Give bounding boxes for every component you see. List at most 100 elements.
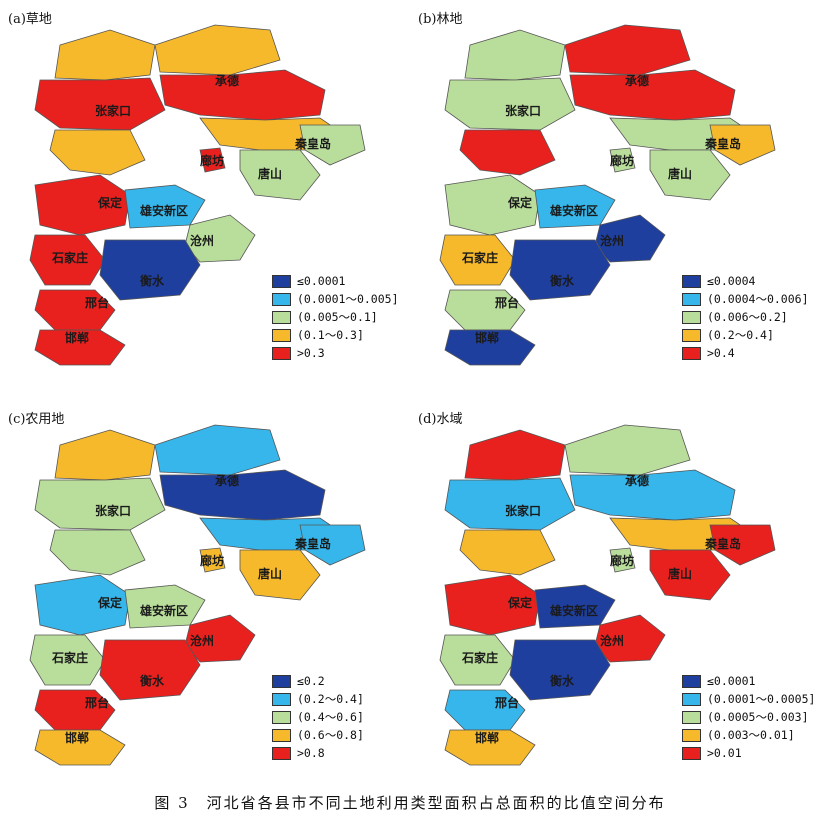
city-label: 秦皇岛 xyxy=(294,536,331,551)
legend-label: ≤0.0001 xyxy=(297,274,346,288)
panel-farmland: (c)农用地 张家口 承德 廊坊 唐山 秦皇岛 保定 雄安新区 沧州 石家庄 衡水 邢台 邯郸 ≤0.… xyxy=(0,400,410,795)
region-qhd xyxy=(299,124,366,166)
legend-item: (0.003～0.01] xyxy=(682,726,815,744)
panel-title: (a)草地 xyxy=(8,12,52,27)
legend-swatch xyxy=(272,346,291,360)
legend-label: ≤0.0004 xyxy=(707,274,756,288)
region-bd xyxy=(444,174,541,236)
region-sjz xyxy=(439,634,516,686)
city-label: 秦皇岛 xyxy=(704,136,741,151)
city-label: 沧州 xyxy=(600,233,624,248)
region-cd-m xyxy=(569,69,736,121)
city-label: 邯郸 xyxy=(475,330,499,345)
legend-item: (0.006～0.2] xyxy=(682,308,809,326)
legend-swatch xyxy=(272,710,291,724)
region-shapes xyxy=(439,424,776,766)
city-label: 邯郸 xyxy=(65,330,89,345)
legend-swatch xyxy=(272,328,291,342)
region-zjk-s xyxy=(49,129,146,176)
legend-swatch xyxy=(682,728,701,742)
region-zjk-s xyxy=(49,529,146,576)
city-label: 承德 xyxy=(625,73,649,88)
city-label: 张家口 xyxy=(95,503,131,518)
legend-label: ≤0.2 xyxy=(297,674,325,688)
legend-swatch xyxy=(272,746,291,760)
city-label: 唐山 xyxy=(668,166,692,181)
city-label: 秦皇岛 xyxy=(294,136,331,151)
panel-water: (d)水域 张家口 承德 廊坊 唐山 秦皇岛 保定 雄安新区 沧州 石家庄 衡水 邢台 邯郸 ≤0.0… xyxy=(410,400,820,795)
city-label: 廊坊 xyxy=(610,153,634,168)
panel-title: (d)水域 xyxy=(418,412,463,427)
city-label: 承德 xyxy=(215,473,239,488)
city-label: 邢台 xyxy=(85,295,109,310)
legend-swatch xyxy=(682,292,701,306)
region-ts xyxy=(239,149,321,201)
legend-swatch xyxy=(272,274,291,288)
region-zjk-s xyxy=(459,529,556,576)
city-label: 秦皇岛 xyxy=(704,536,741,551)
legend-label: >0.3 xyxy=(297,346,325,360)
city-label: 张家口 xyxy=(505,503,541,518)
city-label: 沧州 xyxy=(190,233,214,248)
city-label: 衡水 xyxy=(140,273,165,288)
legend: ≤0.0004 (0.0004～0.006] (0.006～0.2] (0.2～… xyxy=(682,272,809,362)
region-shapes xyxy=(29,424,366,766)
region-xa xyxy=(534,184,616,229)
region-sjz xyxy=(29,234,106,286)
city-label: 沧州 xyxy=(600,633,624,648)
city-label: 廊坊 xyxy=(200,153,224,168)
region-cd-n xyxy=(154,424,281,476)
legend-swatch xyxy=(682,328,701,342)
city-label: 廊坊 xyxy=(610,553,634,568)
region-hs xyxy=(509,639,611,701)
city-label: 衡水 xyxy=(550,273,575,288)
legend-label: (0.2～0.4] xyxy=(707,328,774,342)
region-bd xyxy=(444,574,541,636)
legend-item: ≤0.0001 xyxy=(682,672,815,690)
legend-swatch xyxy=(272,692,291,706)
legend-item: (0.0005～0.003] xyxy=(682,708,815,726)
region-shapes xyxy=(29,24,366,366)
region-qhd xyxy=(709,124,776,166)
region-xa xyxy=(124,184,206,229)
region-zjk-n xyxy=(54,29,156,81)
region-hs xyxy=(509,239,611,301)
city-label: 雄安新区 xyxy=(549,603,598,618)
legend-item: (0.1～0.3] xyxy=(272,326,399,344)
legend-item: (0.0001～0.005] xyxy=(272,290,399,308)
legend-item: ≤0.0001 xyxy=(272,272,399,290)
region-zjk-m xyxy=(444,477,576,531)
city-label: 承德 xyxy=(625,473,649,488)
city-label: 石家庄 xyxy=(461,650,498,665)
legend-item: (0.0004～0.006] xyxy=(682,290,809,308)
legend-label: (0.003～0.01] xyxy=(707,728,795,742)
region-hd xyxy=(444,729,536,766)
region-hs xyxy=(99,639,201,701)
panel-grassland: (a)草地 张家口 承德 廊坊 唐山 秦皇岛 保定 雄安新区 沧州 石家庄 衡水 邢台 邯郸 ≤0.0… xyxy=(0,0,410,395)
legend-item: (0.4～0.6] xyxy=(272,708,364,726)
region-hd xyxy=(444,329,536,366)
legend-label: >0.4 xyxy=(707,346,735,360)
city-label: 雄安新区 xyxy=(139,603,188,618)
region-hs xyxy=(99,239,201,301)
legend-swatch xyxy=(682,746,701,760)
region-bd xyxy=(34,174,131,236)
city-label: 雄安新区 xyxy=(139,203,188,218)
legend-swatch xyxy=(682,274,701,288)
region-shapes xyxy=(439,24,776,366)
city-label: 保定 xyxy=(507,595,532,610)
panel-title: (c)农用地 xyxy=(8,412,65,427)
city-label: 保定 xyxy=(97,195,122,210)
region-sjz xyxy=(439,234,516,286)
region-cd-n xyxy=(154,24,281,76)
city-label: 张家口 xyxy=(505,103,541,118)
legend-label: >0.8 xyxy=(297,746,325,760)
legend-label: (0.2～0.4] xyxy=(297,692,364,706)
legend-item: ≤0.0004 xyxy=(682,272,809,290)
legend-item: (0.005～0.1] xyxy=(272,308,399,326)
legend-label: (0.0001～0.005] xyxy=(297,292,399,306)
